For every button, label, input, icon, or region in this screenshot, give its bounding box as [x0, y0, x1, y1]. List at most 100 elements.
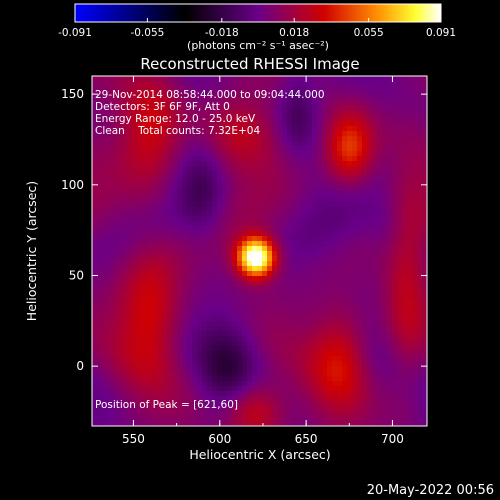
heatmap-cell — [347, 166, 353, 172]
heatmap-cell — [202, 296, 208, 302]
heatmap-cell — [282, 321, 288, 327]
heatmap-cell — [182, 181, 188, 187]
heatmap-cell — [272, 91, 278, 97]
heatmap-cell — [272, 291, 278, 297]
heatmap-cell — [257, 181, 263, 187]
heatmap-cell — [102, 351, 108, 357]
heatmap-cell — [272, 231, 278, 237]
heatmap-cell — [417, 261, 423, 267]
heatmap-cell — [382, 111, 388, 117]
heatmap-cell — [167, 151, 173, 157]
heatmap-cell — [147, 181, 153, 187]
heatmap-cell — [377, 141, 383, 147]
heatmap-cell — [387, 146, 393, 152]
heatmap-cell — [417, 351, 423, 357]
heatmap-cell — [307, 321, 313, 327]
heatmap-cell — [282, 166, 288, 172]
heatmap-cell — [112, 326, 118, 332]
heatmap-cell — [197, 131, 203, 137]
heatmap-cell — [357, 171, 363, 177]
heatmap-cell — [167, 141, 173, 147]
heatmap-cell — [387, 206, 393, 212]
heatmap-cell — [147, 331, 153, 337]
heatmap-cell — [392, 256, 398, 262]
heatmap-cell — [312, 171, 318, 177]
heatmap-cell — [287, 246, 293, 252]
heatmap-cell — [272, 261, 278, 267]
heatmap-cell — [162, 196, 168, 202]
heatmap-cell — [392, 166, 398, 172]
heatmap-cell — [157, 246, 163, 252]
heatmap-cell — [382, 386, 388, 392]
heatmap-cell — [227, 316, 233, 322]
heatmap-cell — [132, 106, 138, 112]
heatmap-cell — [152, 166, 158, 172]
heatmap-cell — [187, 291, 193, 297]
heatmap-cell — [342, 201, 348, 207]
heatmap-cell — [102, 151, 108, 157]
heatmap-cell — [187, 391, 193, 397]
heatmap-cell — [207, 336, 213, 342]
heatmap-cell — [107, 306, 113, 312]
heatmap-cell — [112, 106, 118, 112]
heatmap-cell — [192, 376, 198, 382]
heatmap-cell — [277, 121, 283, 127]
heatmap-cell — [112, 251, 118, 257]
heatmap-cell — [162, 271, 168, 277]
heatmap-cell — [147, 346, 153, 352]
heatmap-cell — [342, 361, 348, 367]
heatmap-cell — [92, 341, 98, 347]
heatmap-cell — [207, 306, 213, 312]
heatmap-cell — [167, 226, 173, 232]
heatmap-cell — [367, 186, 373, 192]
heatmap-cell — [177, 326, 183, 332]
heatmap-cell — [137, 201, 143, 207]
heatmap-cell — [242, 351, 248, 357]
heatmap-cell — [92, 206, 98, 212]
heatmap-cell — [292, 391, 298, 397]
heatmap-cell — [412, 136, 418, 142]
heatmap-cell — [162, 351, 168, 357]
heatmap-cell — [362, 301, 368, 307]
heatmap-cell — [362, 256, 368, 262]
heatmap-cell — [247, 186, 253, 192]
heatmap-cell — [417, 366, 423, 372]
heatmap-cell — [422, 386, 427, 392]
heatmap-cell — [292, 131, 298, 137]
heatmap-cell — [387, 76, 393, 82]
heatmap-cell — [392, 266, 398, 272]
heatmap-cell — [242, 271, 248, 277]
heatmap-cell — [97, 281, 103, 287]
heatmap-cell — [402, 201, 408, 207]
heatmap-cell — [407, 206, 413, 212]
heatmap-cell — [322, 176, 328, 182]
heatmap-cell — [152, 371, 158, 377]
heatmap-cell — [92, 151, 98, 157]
heatmap-cell — [182, 291, 188, 297]
heatmap-cell — [412, 161, 418, 167]
heatmap-cell — [172, 141, 178, 147]
heatmap-cell — [182, 161, 188, 167]
heatmap-cell — [267, 381, 273, 387]
heatmap-cell — [332, 81, 338, 87]
heatmap-cell — [367, 361, 373, 367]
heatmap-cell — [252, 286, 258, 292]
heatmap-cell — [247, 206, 253, 212]
heatmap-cell — [142, 221, 148, 227]
heatmap-cell — [217, 351, 223, 357]
heatmap-cell — [122, 211, 128, 217]
heatmap-cell — [202, 86, 208, 92]
heatmap-cell — [342, 376, 348, 382]
heatmap-cell — [307, 236, 313, 242]
heatmap-cell — [402, 266, 408, 272]
heatmap-cell — [197, 246, 203, 252]
heatmap-cell — [162, 366, 168, 372]
heatmap-cell — [417, 126, 423, 132]
heatmap-cell — [132, 371, 138, 377]
heatmap-cell — [107, 311, 113, 317]
heatmap-cell — [142, 191, 148, 197]
heatmap-cell — [292, 226, 298, 232]
heatmap-cell — [127, 316, 133, 322]
heatmap-cell — [277, 346, 283, 352]
heatmap-cell — [367, 351, 373, 357]
